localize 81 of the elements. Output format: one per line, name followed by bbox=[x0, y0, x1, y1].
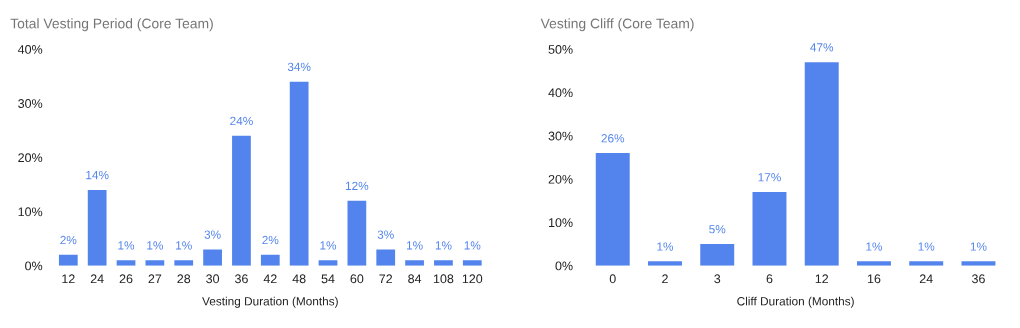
data-label: 1% bbox=[918, 242, 935, 251]
data-label: 3% bbox=[377, 230, 394, 239]
bar bbox=[260, 254, 280, 266]
x-tick-label: 120 bbox=[462, 274, 483, 284]
bar bbox=[909, 261, 944, 266]
bar bbox=[58, 254, 78, 266]
bar bbox=[289, 81, 309, 266]
data-label: 2% bbox=[60, 235, 77, 245]
data-label: 1% bbox=[406, 241, 423, 250]
x-tick-label: 36 bbox=[971, 274, 985, 284]
x-tick-label: 27 bbox=[148, 274, 162, 284]
x-tick-label: 0 bbox=[609, 274, 616, 284]
data-label: 34% bbox=[287, 62, 311, 72]
y-tick-label: 20% bbox=[548, 174, 573, 184]
x-tick-label: 12 bbox=[62, 274, 75, 284]
y-tick-label: 10% bbox=[549, 218, 573, 228]
data-label: 1% bbox=[176, 241, 192, 250]
y-tick-label: 20% bbox=[18, 153, 43, 163]
bar bbox=[856, 261, 891, 266]
bar bbox=[87, 189, 107, 266]
bar bbox=[595, 153, 630, 266]
bar bbox=[174, 260, 194, 266]
y-tick-label: 0% bbox=[25, 261, 43, 271]
chart-title: Total Vesting Period (Core Team) bbox=[10, 18, 213, 32]
chart-title: Vesting Cliff (Core Team) bbox=[540, 18, 694, 32]
y-tick-label: 30% bbox=[18, 99, 43, 108]
bar bbox=[434, 260, 453, 266]
bar bbox=[700, 244, 735, 266]
bar bbox=[648, 261, 682, 266]
x-tick-label: 24 bbox=[90, 274, 104, 284]
bar bbox=[804, 62, 839, 266]
data-label: 1% bbox=[657, 242, 674, 251]
y-tick-label: 0% bbox=[555, 261, 573, 271]
bar bbox=[232, 135, 251, 266]
data-label: 5% bbox=[709, 225, 726, 234]
bar bbox=[347, 200, 367, 266]
data-label: 1% bbox=[435, 241, 452, 250]
bar bbox=[462, 260, 482, 266]
data-label: 1% bbox=[118, 241, 135, 250]
bar bbox=[203, 249, 222, 266]
data-label: 1% bbox=[464, 241, 481, 250]
bar bbox=[961, 261, 996, 266]
y-tick-label: 40% bbox=[17, 45, 43, 54]
data-label: 3% bbox=[204, 230, 221, 239]
data-label: 47% bbox=[810, 43, 834, 52]
x-axis-title: Cliff Duration (Months) bbox=[737, 296, 854, 308]
x-tick-label: 72 bbox=[379, 274, 393, 284]
x-tick-label: 26 bbox=[119, 274, 133, 284]
y-tick-label: 40% bbox=[548, 88, 573, 98]
data-label: 1% bbox=[147, 241, 163, 250]
data-label: 1% bbox=[320, 241, 337, 250]
x-tick-label: 36 bbox=[234, 274, 248, 284]
data-label: 26% bbox=[601, 134, 625, 143]
bar bbox=[405, 260, 424, 266]
x-axis-title: Vesting Duration (Months) bbox=[202, 296, 338, 308]
x-tick-label: 48 bbox=[292, 274, 306, 284]
data-label: 2% bbox=[262, 235, 279, 245]
x-tick-label: 2 bbox=[662, 274, 668, 284]
x-tick-label: 12 bbox=[815, 274, 829, 284]
x-tick-label: 108 bbox=[433, 274, 454, 284]
data-label: 1% bbox=[866, 242, 883, 251]
x-tick-label: 16 bbox=[867, 274, 881, 284]
y-tick-label: 30% bbox=[548, 131, 573, 141]
x-tick-label: 42 bbox=[263, 274, 277, 284]
x-tick-label: 6 bbox=[766, 274, 773, 284]
x-tick-label: 30 bbox=[206, 274, 220, 284]
bar bbox=[376, 249, 396, 266]
data-label: 12% bbox=[345, 181, 369, 191]
y-tick-label: 50% bbox=[548, 45, 573, 54]
data-label: 24% bbox=[230, 116, 253, 126]
data-label: 1% bbox=[970, 242, 987, 251]
x-tick-label: 60 bbox=[350, 274, 364, 284]
x-tick-label: 54 bbox=[321, 274, 335, 284]
x-tick-label: 84 bbox=[408, 274, 422, 284]
data-label: 17% bbox=[758, 173, 781, 182]
bar bbox=[752, 192, 787, 266]
x-tick-label: 28 bbox=[177, 274, 191, 284]
x-tick-label: 3 bbox=[714, 274, 721, 284]
data-label: 14% bbox=[86, 170, 109, 180]
x-tick-label: 24 bbox=[919, 274, 933, 284]
y-tick-label: 10% bbox=[18, 207, 43, 217]
